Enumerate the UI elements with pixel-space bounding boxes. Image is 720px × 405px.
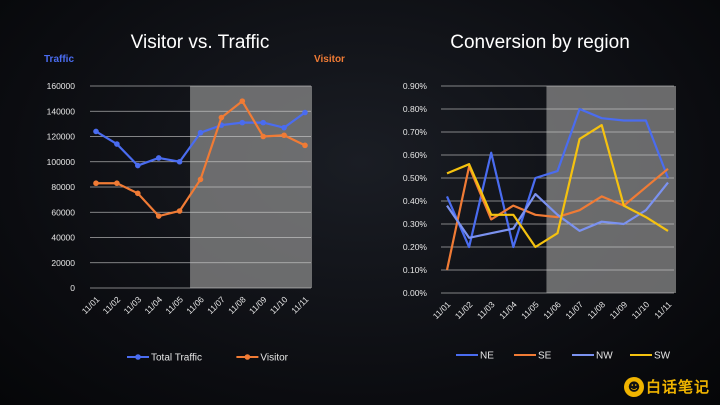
data-point <box>114 141 120 147</box>
chart-title: Visitor vs. Traffic <box>131 32 270 53</box>
x-tick-label: 11/11 <box>652 299 673 320</box>
legend-label: Visitor <box>260 353 288 364</box>
brand-logo: ☻ 白话笔记 <box>623 376 710 397</box>
conversion-by-region-chart: Conversion by region 0.00% 0.10% 0.20% 0.30%… <box>403 32 676 362</box>
legend-label: NE <box>480 351 494 362</box>
data-point <box>281 124 287 131</box>
y-tick-label: 0.50% <box>403 173 428 183</box>
y-tick-label: 0.70% <box>403 127 428 137</box>
y-tick-label: 0.20% <box>403 242 428 252</box>
data-point <box>197 176 204 183</box>
data-point <box>218 114 225 121</box>
y-tick-label: 60000 <box>51 207 75 217</box>
x-tick-label: 11/04 <box>142 294 164 316</box>
data-point <box>176 158 183 165</box>
x-tick-label: 11/02 <box>101 294 123 316</box>
y-tick-label: 160000 <box>47 81 76 91</box>
data-point <box>135 162 141 169</box>
legend-label: SW <box>654 351 671 362</box>
y-tick-label: 120000 <box>47 132 76 142</box>
x-tick-label: 11/09 <box>608 299 630 321</box>
highlight-band <box>546 86 676 293</box>
y-tick-label: 20000 <box>51 258 75 268</box>
x-tick-label: 11/10 <box>268 294 290 316</box>
x-tick-label: 11/03 <box>122 294 144 316</box>
y-tick-label: 0.80% <box>403 104 428 114</box>
chart-title: Conversion by region <box>450 32 630 53</box>
x-tick-label: 11/06 <box>541 299 563 321</box>
series-line-nw <box>446 181 669 239</box>
data-point <box>302 109 308 116</box>
lightbulb-icon: ☻ <box>623 376 644 397</box>
data-point <box>114 180 120 187</box>
y-tick-label: 40000 <box>51 233 75 243</box>
data-point <box>197 129 204 136</box>
x-tick-label: 11/11 <box>289 294 310 315</box>
y-tick-label: 0 <box>70 283 75 293</box>
data-point <box>155 155 162 161</box>
x-tick-label: 11/06 <box>184 294 206 316</box>
y-tick-label: 0.00% <box>403 288 428 298</box>
y-tick-label: 0.60% <box>403 150 428 160</box>
x-tick-label: 11/02 <box>453 299 475 321</box>
data-point <box>93 180 99 187</box>
y-tick-label: 100000 <box>47 157 76 167</box>
data-point <box>176 208 183 214</box>
x-tick-label: 11/01 <box>431 299 453 321</box>
y-tick-label: 0.40% <box>403 196 428 206</box>
data-point <box>135 190 141 197</box>
y-tick-label: 0.10% <box>403 265 428 275</box>
series-line-ne <box>445 107 670 249</box>
x-tick-label: 11/08 <box>585 299 607 321</box>
logo-text: 白话笔记 <box>645 378 710 396</box>
x-tick-label: 11/05 <box>163 294 185 316</box>
y-tick-label: 0.90% <box>403 81 428 91</box>
data-point <box>239 98 246 104</box>
legend-marker <box>135 354 141 360</box>
x-tick-label: 11/08 <box>226 294 248 316</box>
legend-marker <box>244 354 251 360</box>
x-tick-label: 11/03 <box>475 299 497 321</box>
data-point <box>93 128 99 135</box>
x-tick-label: 11/07 <box>563 299 585 321</box>
x-tick-label: 11/10 <box>630 299 652 321</box>
x-tick-label: 11/04 <box>497 299 519 321</box>
data-point <box>302 142 308 149</box>
series-line-sw <box>446 123 669 249</box>
y-tick-label: 0.30% <box>403 219 428 229</box>
x-tick-label: 11/01 <box>80 294 102 316</box>
data-point <box>260 119 267 126</box>
legend-label: Total Traffic <box>151 353 202 364</box>
data-point <box>239 119 246 126</box>
y-tick-label: 140000 <box>47 106 76 116</box>
y-tick-label: 80000 <box>51 182 75 192</box>
data-point <box>260 133 267 140</box>
data-point <box>281 132 287 139</box>
x-tick-label: 11/05 <box>519 299 541 321</box>
data-point <box>155 213 162 219</box>
x-tick-label: 11/09 <box>247 294 269 316</box>
right-axis-label: Visitor <box>314 54 345 65</box>
legend-label: SE <box>538 351 552 362</box>
x-tick-label: 11/07 <box>205 294 227 316</box>
series-line-se <box>445 165 669 271</box>
traffic-visitor-chart: Visitor vs. Traffic 0 20000 40000 60000 80000… <box>44 32 345 364</box>
legend-label: NW <box>596 351 613 362</box>
left-axis-label: Traffic <box>44 54 74 65</box>
